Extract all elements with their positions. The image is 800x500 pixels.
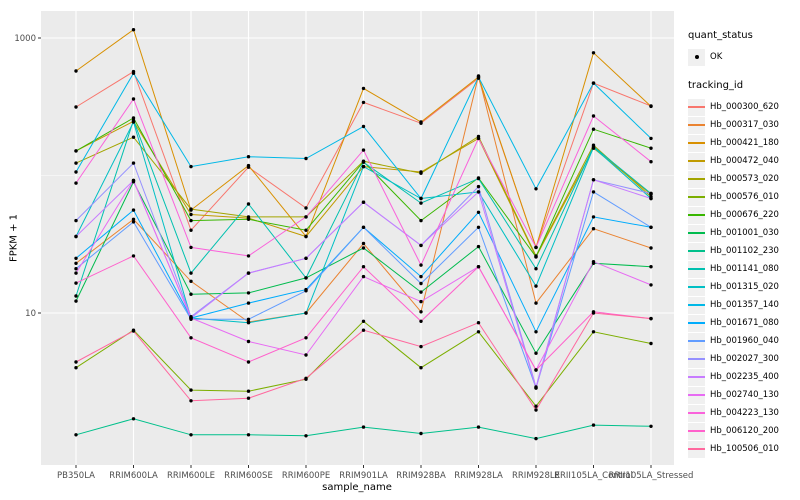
- legend-item-label: Hb_000472_040: [710, 156, 779, 166]
- legend-key-line-icon: [688, 224, 705, 242]
- legend-item-ok: OK: [688, 48, 798, 66]
- legend-item-Hb_000573_020: Hb_000573_020: [688, 170, 798, 188]
- x-tick-label: RRIM928LA: [454, 471, 503, 481]
- legend-key-line-icon: [688, 134, 705, 152]
- y-axis-title: FPKM + 1: [8, 213, 20, 263]
- legend-series-list: Hb_000300_620 Hb_000317_030 Hb_000421_180 H…: [688, 98, 798, 458]
- legend-item-Hb_000421_180: Hb_000421_180: [688, 134, 798, 152]
- legend-item-label: Hb_001357_140: [710, 300, 779, 310]
- legend-item-Hb_000300_620: Hb_000300_620: [688, 98, 798, 116]
- legend-item-Hb_001315_020: Hb_001315_020: [688, 278, 798, 296]
- legend-item-Hb_000472_040: Hb_000472_040: [688, 152, 798, 170]
- legend-item-Hb_004223_130: Hb_004223_130: [688, 404, 798, 422]
- legend-item-label: OK: [710, 52, 723, 62]
- x-tick-label: RRIM901LA: [339, 471, 388, 481]
- x-tick-label: RRIM600SE: [224, 471, 273, 481]
- legend-key-line-icon: [688, 116, 705, 134]
- legend-key-line-icon: [688, 350, 705, 368]
- legend-item-Hb_000676_220: Hb_000676_220: [688, 206, 798, 224]
- legend-key-line-icon: [688, 296, 705, 314]
- legend-item-label: Hb_000676_220: [710, 210, 779, 220]
- legend-key-line-icon: [688, 422, 705, 440]
- legend-item-Hb_001102_230: Hb_001102_230: [688, 242, 798, 260]
- x-tick-label: RRIM928LE: [512, 471, 560, 481]
- legend-key-line-icon: [688, 242, 705, 260]
- legend-item-label: Hb_000421_180: [710, 138, 779, 148]
- legend: quant_status OK tracking_id Hb_000300_62…: [688, 30, 798, 458]
- legend-item-label: Hb_000317_030: [710, 120, 779, 130]
- panel-background: [41, 11, 674, 465]
- legend-key-line-icon: [688, 188, 705, 206]
- gridlines: [41, 11, 674, 465]
- y-tick-label: 10: [25, 309, 36, 319]
- legend-key-line-icon: [688, 368, 705, 386]
- legend-key-line-icon: [688, 440, 705, 458]
- legend-item-label: Hb_002740_130: [710, 390, 779, 400]
- legend-item-Hb_001671_080: Hb_001671_080: [688, 314, 798, 332]
- legend-key-line-icon: [688, 206, 705, 224]
- legend-key-line-icon: [688, 278, 705, 296]
- x-tick-label: RRII105LA_Stressed: [609, 471, 694, 481]
- legend-key-line-icon: [688, 386, 705, 404]
- legend-item-label: Hb_100506_010: [710, 444, 779, 454]
- legend-item-label: Hb_000576_010: [710, 192, 779, 202]
- axes: 1000 10 PB350LA RRIM600LA RRIM600LE RRIM600SE…: [14, 34, 693, 481]
- legend-key-line-icon: [688, 404, 705, 422]
- legend-item-label: Hb_002027_300: [710, 354, 779, 364]
- legend-item-Hb_006120_200: Hb_006120_200: [688, 422, 798, 440]
- legend-item-label: Hb_001102_230: [710, 246, 779, 256]
- legend-key-line-icon: [688, 332, 705, 350]
- y-tick-label: 1000: [14, 34, 36, 44]
- legend-item-label: Hb_004223_130: [710, 408, 779, 418]
- legend-item-Hb_002235_400: Hb_002235_400: [688, 368, 798, 386]
- legend-item-Hb_001960_040: Hb_001960_040: [688, 332, 798, 350]
- x-tick-label: RRIM600LA: [109, 471, 158, 481]
- legend-item-label: Hb_006120_200: [710, 426, 779, 436]
- legend-key-line-icon: [688, 314, 705, 332]
- legend-key-line-icon: [688, 170, 705, 188]
- legend-item-label: Hb_001671_080: [710, 318, 779, 328]
- legend-item-label: Hb_000573_020: [710, 174, 779, 184]
- legend-item-Hb_000317_030: Hb_000317_030: [688, 116, 798, 134]
- legend-key-line-icon: [688, 152, 705, 170]
- legend-item-label: Hb_001960_040: [710, 336, 779, 346]
- legend-title-quant-status: quant_status: [688, 30, 753, 41]
- x-axis-title: sample_name: [322, 482, 392, 493]
- data-points: [74, 28, 653, 441]
- legend-item-label: Hb_000300_620: [710, 102, 779, 112]
- legend-item-Hb_002740_130: Hb_002740_130: [688, 386, 798, 404]
- legend-item-label: Hb_001001_030: [710, 228, 779, 238]
- x-tick-label: RRII105LA_Control: [554, 471, 633, 481]
- legend-key-point-icon: [688, 48, 705, 66]
- legend-item-Hb_000576_010: Hb_000576_010: [688, 188, 798, 206]
- legend-item-Hb_100506_010: Hb_100506_010: [688, 440, 798, 458]
- legend-item-Hb_001001_030: Hb_001001_030: [688, 224, 798, 242]
- legend-item-Hb_001357_140: Hb_001357_140: [688, 296, 798, 314]
- legend-title-tracking-id: tracking_id: [688, 80, 744, 91]
- x-tick-label: RRIM600LE: [167, 471, 215, 481]
- legend-item-label: Hb_001315_020: [710, 282, 779, 292]
- legend-item-Hb_002027_300: Hb_002027_300: [688, 350, 798, 368]
- x-tick-label: PB350LA: [57, 471, 95, 481]
- x-tick-label: RRIM600PE: [282, 471, 330, 481]
- legend-key-line-icon: [688, 98, 705, 116]
- legend-item-label: Hb_001141_080: [710, 264, 779, 274]
- legend-item-label: Hb_002235_400: [710, 372, 779, 382]
- legend-key-line-icon: [688, 260, 705, 278]
- x-tick-label: RRIM928BA: [396, 471, 446, 481]
- legend-item-Hb_001141_080: Hb_001141_080: [688, 260, 798, 278]
